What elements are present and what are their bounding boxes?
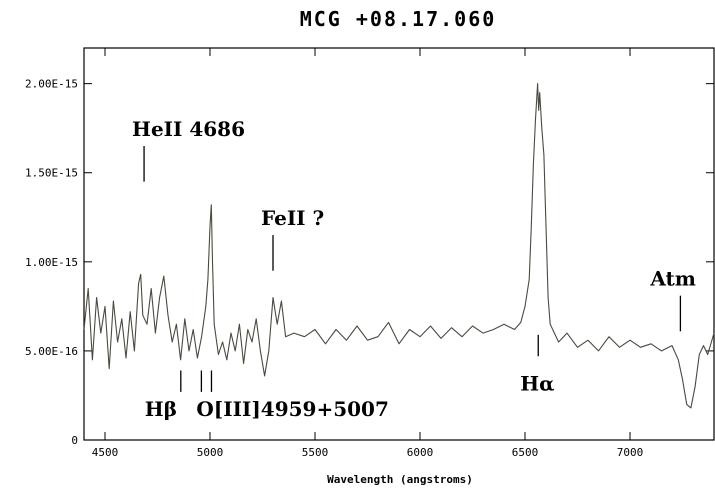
x-tick-label: 6500: [512, 446, 539, 459]
spectrum-series-line: [83, 83, 715, 409]
x-tick-label: 4500: [92, 446, 119, 459]
annotation-label: Hβ: [145, 397, 177, 421]
y-tick-label: 2.00E-15: [25, 78, 78, 91]
annotation-label: FeII ?: [261, 206, 324, 230]
x-tick-label: 5500: [302, 446, 329, 459]
annotation-label: Hα: [520, 371, 554, 395]
y-tick-label: 0: [71, 434, 78, 447]
x-axis-label: Wavelength (angstroms): [327, 473, 473, 486]
x-axis: 4500 5000 5500 6000 6500 7000: [92, 48, 644, 459]
x-tick-label: 6000: [407, 446, 434, 459]
y-tick-label: 1.50E-15: [25, 167, 78, 180]
line-annotations: HeII 4686 FeII ? Atm Hβ O[III]4959+5007 Hα: [132, 117, 696, 421]
plot-border: [83, 47, 715, 441]
y-tick-label: 5.00E-16: [25, 345, 78, 358]
x-tick-label: 5000: [197, 446, 224, 459]
x-tick-label: 7000: [617, 446, 644, 459]
annotation-label: Atm: [649, 267, 696, 291]
chart-title: MCG +08.17.060: [300, 7, 497, 31]
annotation-label: O[III]4959+5007: [196, 397, 389, 421]
annotation-label: HeII 4686: [132, 117, 245, 141]
y-tick-label: 1.00E-15: [25, 256, 78, 269]
y-axis: 0 5.00E-16 1.00E-15 1.50E-15 2.00E-15: [25, 78, 714, 447]
plot-frame: [83, 47, 715, 441]
